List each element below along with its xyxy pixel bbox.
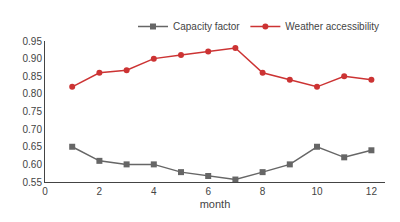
svg-text:0.65: 0.65 (23, 141, 43, 152)
svg-text:0.70: 0.70 (23, 124, 43, 135)
svg-text:0.85: 0.85 (23, 71, 43, 82)
svg-text:4: 4 (151, 186, 157, 197)
svg-text:0.80: 0.80 (23, 88, 43, 99)
svg-text:0.90: 0.90 (23, 53, 43, 64)
svg-text:0.95: 0.95 (23, 36, 43, 47)
svg-text:0: 0 (42, 186, 48, 197)
svg-text:0.55: 0.55 (23, 177, 43, 188)
svg-text:Capacity factor: Capacity factor (173, 21, 240, 32)
svg-text:month: month (200, 198, 231, 210)
svg-text:Weather accessibility: Weather accessibility (285, 21, 379, 32)
svg-text:0.60: 0.60 (23, 159, 43, 170)
svg-text:12: 12 (366, 186, 378, 197)
svg-text:10: 10 (311, 186, 323, 197)
svg-text:6: 6 (205, 186, 211, 197)
svg-text:2: 2 (97, 186, 103, 197)
svg-text:0.75: 0.75 (23, 106, 43, 117)
svg-text:8: 8 (260, 186, 266, 197)
